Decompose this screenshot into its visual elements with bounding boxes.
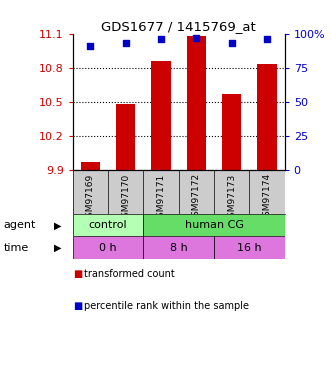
Text: ▶: ▶ [54,220,62,230]
Bar [143,214,285,237]
Point [88,43,93,49]
Text: GSM97172: GSM97172 [192,173,201,222]
Text: ▶: ▶ [54,243,62,253]
Bar [143,237,214,259]
Point [123,40,128,46]
Bar [81,162,100,170]
Text: GSM97173: GSM97173 [227,173,236,222]
Bar [73,237,143,259]
Bar [73,214,143,237]
Text: GSM97169: GSM97169 [86,173,95,222]
Point [229,40,234,46]
Text: transformed count: transformed count [84,269,175,279]
Text: 8 h: 8 h [170,243,188,253]
Text: ■: ■ [73,269,82,279]
Text: GSM97174: GSM97174 [262,173,271,222]
Bar [222,94,241,170]
Point [159,36,164,42]
Text: GSM97170: GSM97170 [121,173,130,222]
Bar [214,237,285,259]
Text: ■: ■ [73,301,82,310]
Bar [257,64,277,170]
Title: GDS1677 / 1415769_at: GDS1677 / 1415769_at [101,20,256,33]
Text: GSM97171: GSM97171 [157,173,166,222]
Bar [151,61,171,170]
Text: human CG: human CG [185,220,244,230]
Text: 0 h: 0 h [99,243,117,253]
Text: 16 h: 16 h [237,243,262,253]
Text: agent: agent [3,220,36,230]
Text: percentile rank within the sample: percentile rank within the sample [84,301,249,310]
Text: control: control [89,220,127,230]
Point [264,36,270,42]
Point [194,35,199,41]
Bar [116,104,135,170]
Bar [187,36,206,170]
Text: time: time [3,243,28,253]
